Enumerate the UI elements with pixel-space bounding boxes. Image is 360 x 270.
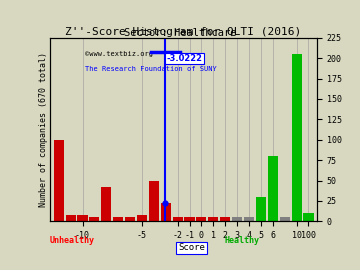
Text: Sector: Healthcare: Sector: Healthcare (124, 28, 236, 38)
Bar (197, 217, 207, 221)
Bar (292, 54, 302, 221)
Bar (77, 215, 87, 221)
Bar (208, 217, 219, 221)
Bar (149, 181, 159, 221)
Bar (244, 217, 254, 221)
Bar (280, 217, 290, 221)
Bar (54, 140, 64, 221)
Text: ©www.textbiz.org: ©www.textbiz.org (85, 51, 153, 57)
Bar (66, 215, 76, 221)
Bar (232, 217, 242, 221)
Bar (89, 217, 99, 221)
Bar (268, 156, 278, 221)
Text: -3.0222: -3.0222 (167, 54, 203, 63)
Bar (113, 217, 123, 221)
Y-axis label: Number of companies (670 total): Number of companies (670 total) (39, 52, 48, 207)
Title: Z''-Score Histogram for QLTI (2016): Z''-Score Histogram for QLTI (2016) (66, 27, 302, 37)
Bar (101, 187, 111, 221)
Bar (220, 217, 230, 221)
Text: Unhealthy: Unhealthy (49, 237, 94, 245)
Bar (172, 217, 183, 221)
Bar (303, 213, 314, 221)
Text: Healthy: Healthy (225, 237, 260, 245)
Bar (137, 215, 147, 221)
Bar (256, 197, 266, 221)
Text: The Research Foundation of SUNY: The Research Foundation of SUNY (85, 66, 217, 72)
Bar (184, 217, 195, 221)
Bar (125, 217, 135, 221)
Bar (161, 204, 171, 221)
Text: Score: Score (178, 244, 205, 252)
